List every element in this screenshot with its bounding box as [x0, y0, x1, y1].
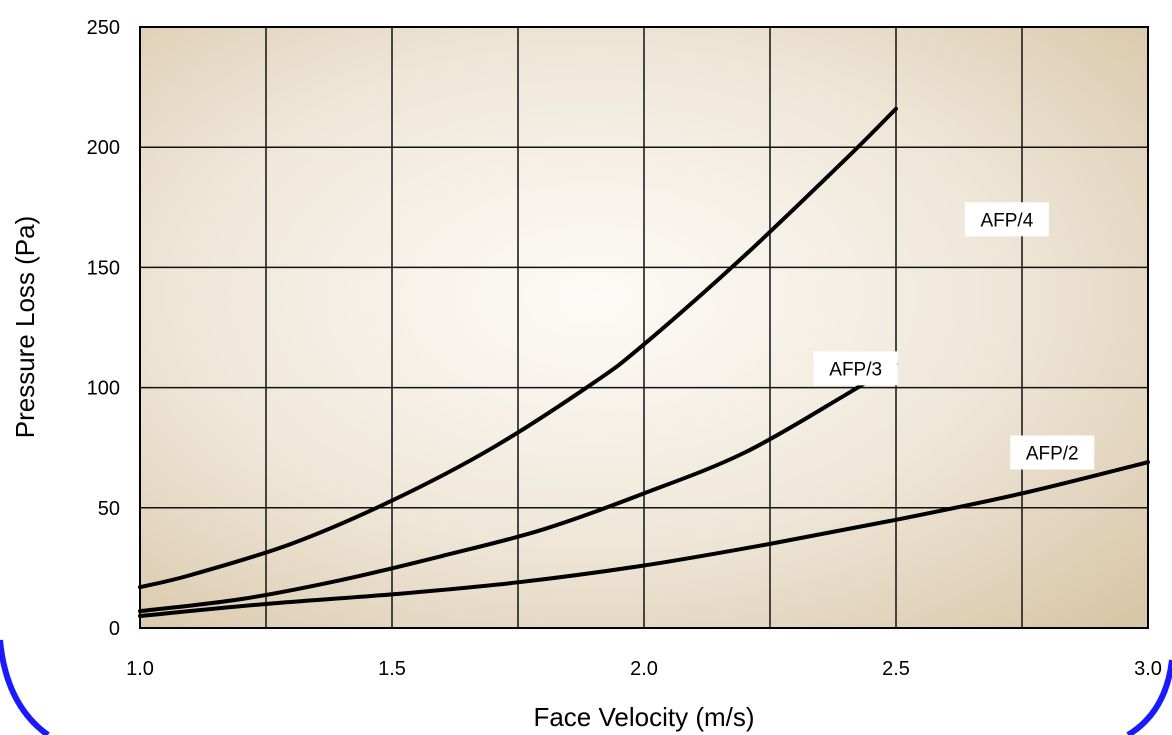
x-tick-label: 2.0	[630, 658, 658, 680]
y-tick-label: 0	[109, 618, 120, 640]
x-tick-label: 3.0	[1134, 658, 1162, 680]
y-tick-labels: 0 50 100 150 200 250	[87, 17, 120, 640]
y-tick-label: 50	[98, 498, 120, 520]
x-tick-labels: 1.0 1.5 2.0 2.5 3.0	[126, 658, 1162, 680]
plot-border	[139, 26, 1149, 629]
y-tick-label: 100	[87, 378, 120, 400]
x-tick-label: 2.5	[882, 658, 910, 680]
series-lines	[138, 106, 1150, 618]
y-tick-label: 200	[87, 137, 120, 159]
series-labels: AFP/4 AFP/3 AFP/2	[813, 202, 1095, 470]
series-label: AFP/3	[829, 359, 882, 380]
y-tick-label: 150	[87, 257, 120, 279]
y-tick-label: 250	[87, 17, 120, 39]
series-label-box	[964, 202, 1049, 237]
series-line-afp-4	[138, 106, 898, 590]
series-label-box	[813, 351, 898, 386]
grid	[140, 27, 1148, 628]
frame-accent-left	[0, 639, 50, 735]
series-label-box	[1010, 435, 1095, 470]
series-line-afp-3	[138, 361, 898, 614]
series-label: AFP/2	[1026, 444, 1079, 465]
x-tick-label: 1.5	[378, 658, 406, 680]
x-axis-title: Face Velocity (m/s)	[533, 702, 754, 732]
frame-accent-right	[1126, 659, 1172, 735]
x-tick-label: 1.0	[126, 658, 154, 680]
y-axis-title: Pressure Loss (Pa)	[10, 216, 40, 439]
series-line-afp-2	[138, 460, 1150, 618]
series-label: AFP/4	[980, 210, 1033, 231]
